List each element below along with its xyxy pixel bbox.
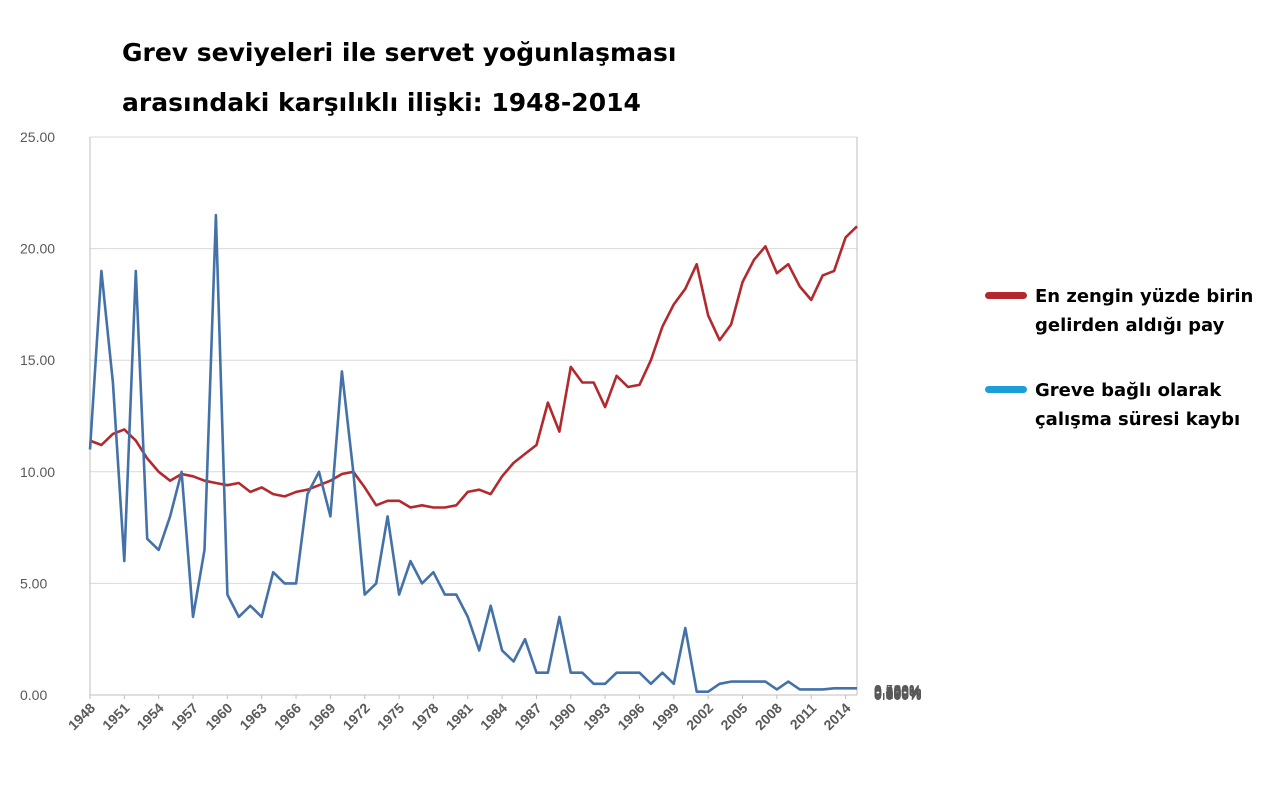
series-line-strike-time bbox=[88, 213, 857, 694]
right-tick-label: 0.200% bbox=[874, 685, 921, 701]
x-tick-label: 1954 bbox=[133, 700, 166, 733]
x-tick-label: 1951 bbox=[99, 700, 132, 733]
x-tick-label: 1999 bbox=[649, 700, 682, 733]
right-tick-label: 0.450% bbox=[874, 682, 921, 698]
left-axis-ticks: 0.00 5.00 10.00 15.00 20.00 25.00 bbox=[20, 129, 55, 703]
chart-title: Grev seviyeleri ile servet yoğunlaşması … bbox=[122, 28, 676, 128]
series-lines bbox=[88, 213, 858, 694]
axes bbox=[89, 137, 858, 696]
right-tick-label: 0.000% bbox=[874, 687, 921, 703]
x-tick-label: 1960 bbox=[202, 700, 235, 733]
right-tick-label: 0.150% bbox=[874, 685, 921, 701]
x-tick-label: 1975 bbox=[374, 700, 407, 733]
chart-title-line-2: arasındaki karşılıklı ilişki: 1948-2014 bbox=[122, 88, 641, 117]
left-tick-label: 25.00 bbox=[20, 129, 55, 145]
x-axis-ticks: 1948 1951 1954 1957 1960 1963 1966 1969 1972 1975… bbox=[65, 695, 854, 733]
left-tick-label: 0.00 bbox=[20, 687, 47, 703]
x-tick-label: 1990 bbox=[546, 700, 579, 733]
legend-item-strike-time: Greve bağlı olarak çalışma süresi kaybı bbox=[985, 376, 1280, 434]
right-tick-label: 0.400% bbox=[874, 683, 921, 699]
right-tick-label: 0.500% bbox=[874, 681, 921, 697]
right-tick-label: 0.350% bbox=[874, 683, 921, 699]
x-tick-label: 2005 bbox=[717, 700, 750, 733]
x-tick-label: 1957 bbox=[168, 700, 201, 733]
right-tick-label: 0.300% bbox=[874, 684, 921, 700]
x-tick-label: 1993 bbox=[580, 700, 613, 733]
x-tick-label: 1963 bbox=[236, 700, 269, 733]
x-tick-label: 2014 bbox=[820, 700, 853, 733]
x-tick-label: 1969 bbox=[305, 700, 338, 733]
left-tick-label: 10.00 bbox=[20, 464, 55, 480]
chart-title-line-1: Grev seviyeleri ile servet yoğunlaşması bbox=[122, 38, 677, 67]
legend-label-top-one-percent: En zengin yüzde birin gelirden aldığı pa… bbox=[1035, 286, 1254, 336]
right-axis-ticks: 0.000%0.050%0.100%0.150%0.200%0.250%0.30… bbox=[874, 681, 921, 703]
x-tick-label: 1984 bbox=[477, 700, 510, 733]
x-tick-label: 1948 bbox=[65, 700, 98, 733]
legend-item-top-one-percent: En zengin yüzde birin gelirden aldığı pa… bbox=[985, 282, 1280, 340]
x-tick-label: 1987 bbox=[511, 700, 544, 733]
right-tick-label: 0.050% bbox=[874, 686, 921, 702]
x-tick-label: 1996 bbox=[614, 700, 647, 733]
left-tick-label: 15.00 bbox=[20, 352, 55, 368]
left-tick-label: 20.00 bbox=[20, 241, 55, 257]
grid-lines bbox=[90, 136, 857, 696]
legend-label-strike-time: Greve bağlı olarak çalışma süresi kaybı bbox=[1035, 380, 1241, 430]
x-tick-label: 2002 bbox=[683, 700, 716, 733]
x-tick-label: 2011 bbox=[787, 700, 820, 733]
legend-swatch-blue bbox=[985, 386, 1027, 393]
x-tick-label: 1972 bbox=[340, 700, 373, 733]
series-line-top-one-percent bbox=[89, 225, 858, 509]
x-tick-label: 2008 bbox=[752, 700, 785, 733]
x-tick-label: 1978 bbox=[408, 700, 441, 733]
right-tick-label: 0.250% bbox=[874, 684, 921, 700]
right-tick-label: 0.100% bbox=[874, 686, 921, 702]
x-tick-label: 1981 bbox=[443, 700, 476, 733]
legend-swatch-red bbox=[985, 292, 1027, 299]
left-tick-label: 5.00 bbox=[20, 575, 47, 591]
x-tick-label: 1966 bbox=[271, 700, 304, 733]
